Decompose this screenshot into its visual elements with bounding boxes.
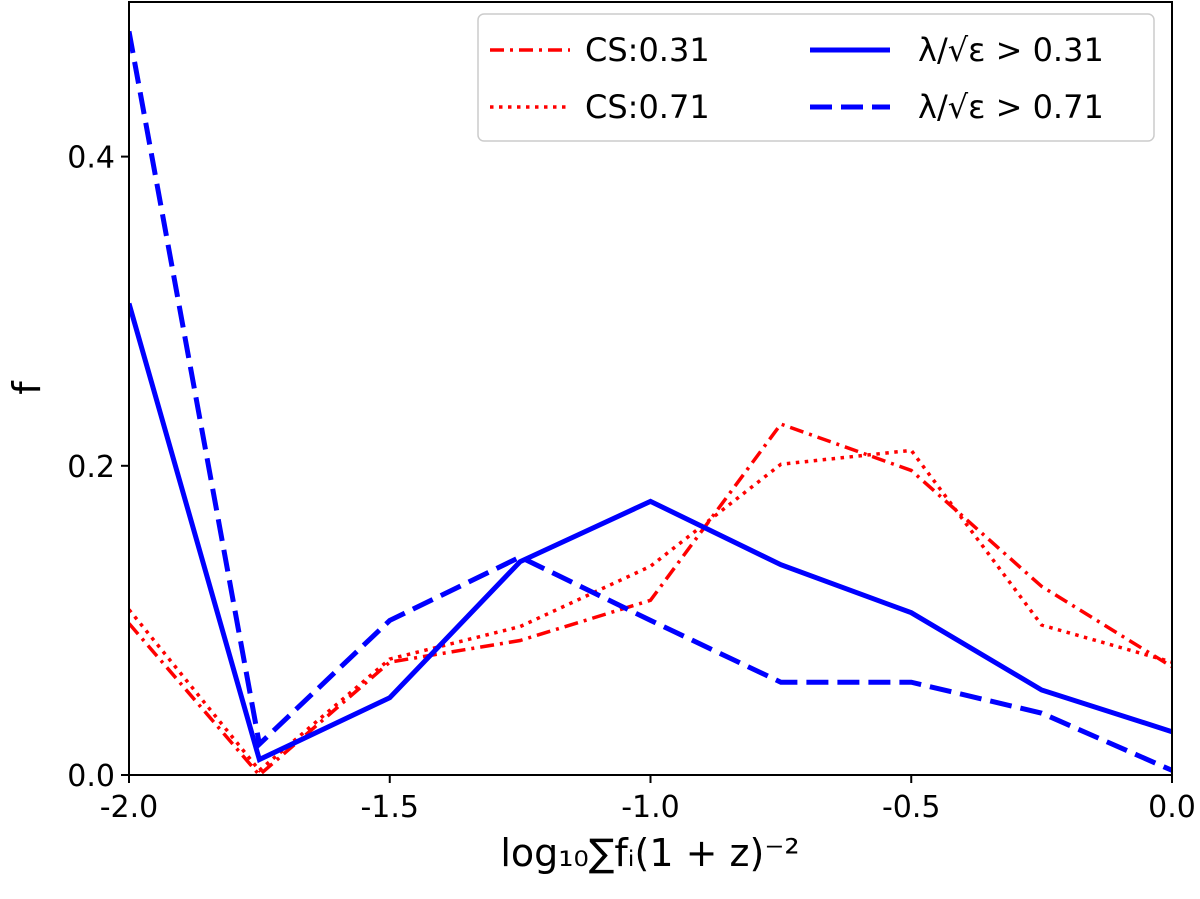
- y-axis-label: f: [5, 380, 49, 395]
- x-tick-label: -0.5: [882, 790, 941, 825]
- series-line-1: [129, 421, 1172, 775]
- series-line-4: [129, 30, 1172, 773]
- x-tick-label: -1.5: [360, 790, 419, 825]
- x-tick-label: -1.0: [621, 790, 680, 825]
- series-layer: [129, 30, 1172, 775]
- legend-items: CS:0.31 CS:0.71 λ/√ε > 0.31 λ/√ε > 0.71: [490, 31, 1104, 126]
- x-tick-label: -2.0: [100, 790, 159, 825]
- legend-label-3: λ/√ε > 0.31: [918, 31, 1104, 69]
- y-axis-ticks: 0.0 0.2 0.4: [67, 141, 129, 794]
- legend-frame: [477, 13, 1155, 142]
- y-tick-label: 0.4: [67, 141, 115, 176]
- legend-label-2: CS:0.71: [585, 88, 710, 126]
- series-line-3: [129, 302, 1172, 764]
- y-tick-label: 0.0: [67, 759, 115, 794]
- x-axis-label: log₁₀∑fᵢ(1 + z)⁻²: [500, 831, 799, 875]
- legend: CS:0.31 CS:0.71 λ/√ε > 0.31 λ/√ε > 0.71: [477, 13, 1155, 142]
- x-tick-label: 0.0: [1148, 790, 1196, 825]
- series-line-2: [129, 448, 1172, 773]
- legend-label-4: λ/√ε > 0.71: [918, 88, 1104, 126]
- x-axis-ticks: -2.0 -1.5 -1.0 -0.5 0.0: [100, 775, 1196, 825]
- y-tick-label: 0.2: [67, 450, 115, 485]
- legend-label-1: CS:0.31: [585, 31, 710, 69]
